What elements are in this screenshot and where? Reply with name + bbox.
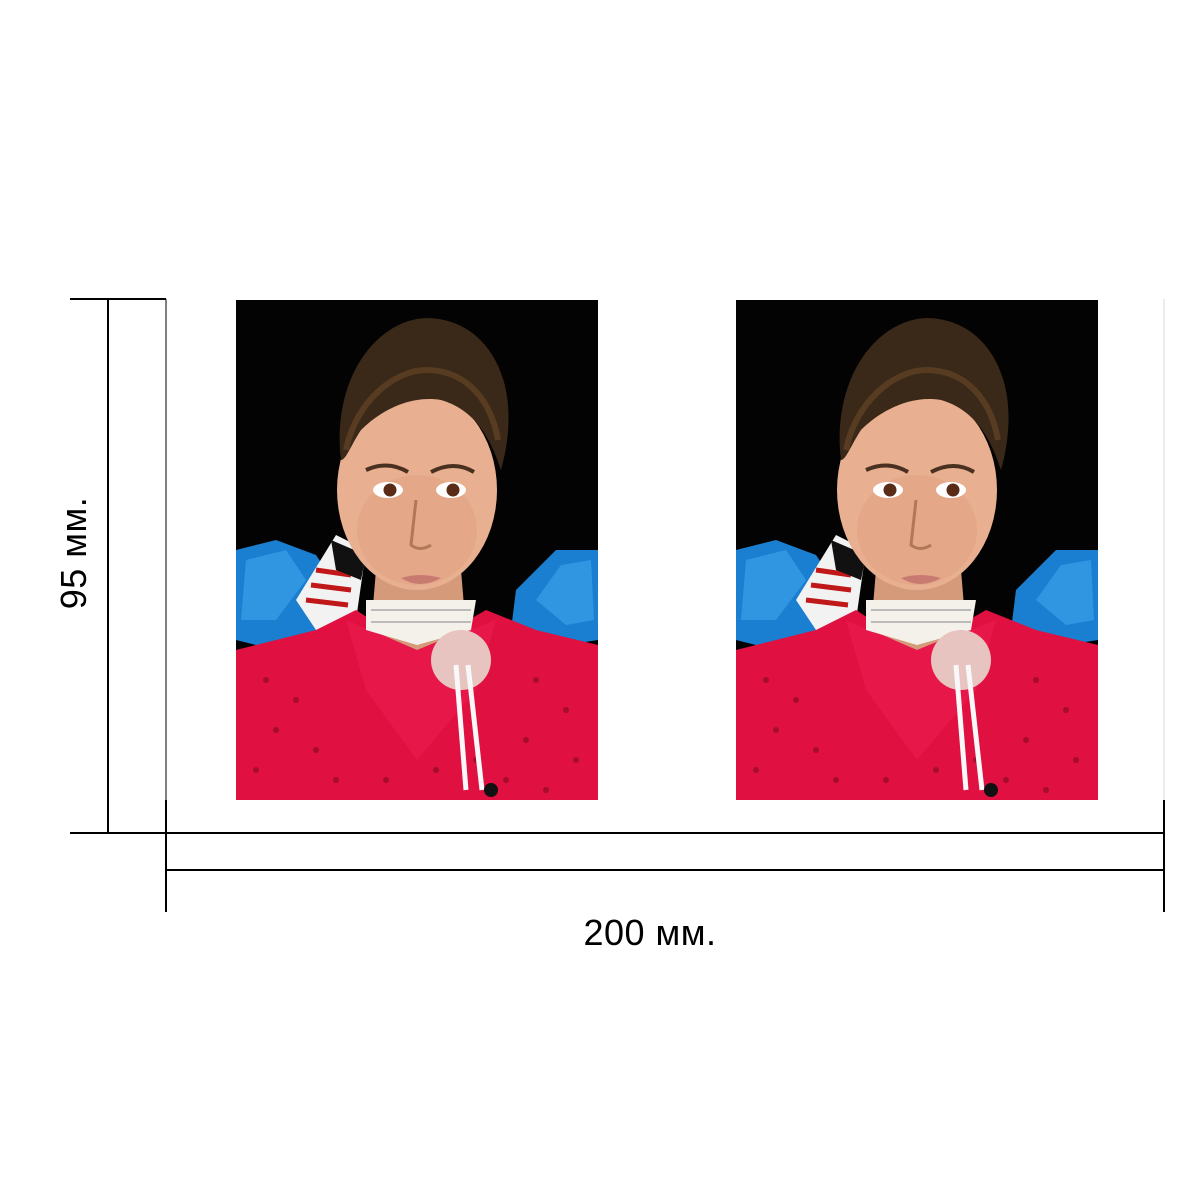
portrait-image xyxy=(736,300,1098,800)
width-dimension-label: 200 мм. xyxy=(583,912,717,953)
passport-photo-left xyxy=(236,300,598,800)
passport-photo-right xyxy=(736,300,1098,800)
portrait-image xyxy=(236,300,598,800)
height-dimension-label: 95 мм. xyxy=(53,496,94,610)
